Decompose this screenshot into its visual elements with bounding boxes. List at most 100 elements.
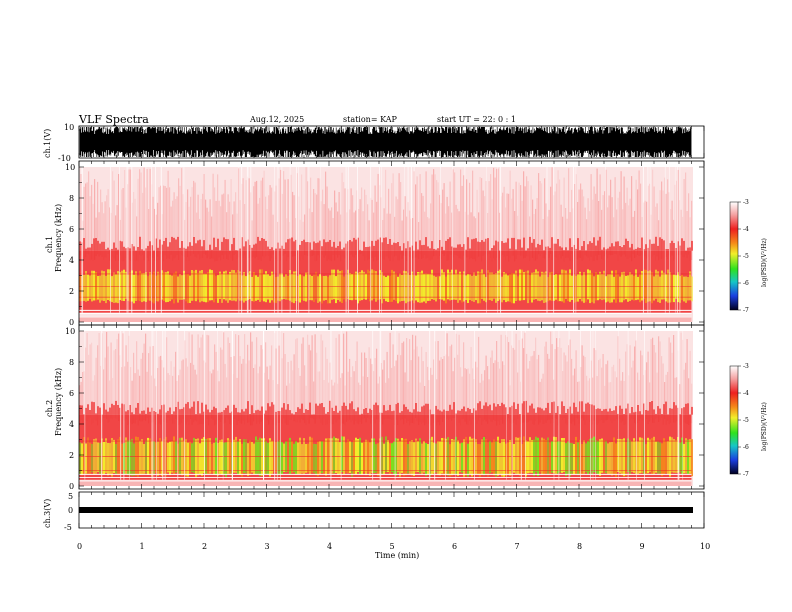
spectrogram-core [509, 274, 511, 302]
spectrogram-streak [283, 333, 285, 419]
spectrogram-streak [257, 373, 259, 422]
spectrogram-core [341, 436, 343, 473]
spectrogram-streak [214, 187, 216, 262]
spectrogram-streak [260, 180, 262, 262]
spectrogram-red-edge [619, 246, 621, 251]
spectrogram-red-edge [365, 408, 367, 415]
spectrogram-streak [422, 361, 424, 423]
spectrogram-streak [161, 214, 163, 258]
spectrogram-red-edge [535, 412, 537, 415]
spectrogram-streak [241, 363, 243, 424]
spectrogram-red-edge [427, 246, 429, 251]
spectrogram-streak [670, 209, 672, 257]
spectrogram-red-edge [339, 241, 341, 251]
spectrogram-streak [479, 177, 481, 257]
spectrogram-streak [443, 183, 445, 256]
spectrogram-streak [139, 375, 141, 421]
spectrogram-red-edge [523, 401, 525, 415]
spectrogram-red-edge [563, 250, 565, 251]
spectrogram-streak [527, 368, 529, 423]
spectrogram-red-edge [193, 401, 195, 415]
spectrogram-streak [305, 385, 307, 426]
x-tick-label: 9 [640, 542, 645, 551]
spectrogram-red-edge [227, 405, 229, 415]
spectrogram-streak [191, 334, 193, 425]
spectrogram-red-edge [435, 405, 437, 415]
spectrogram-core [335, 276, 337, 304]
spectrogram-red-edge [177, 236, 179, 251]
spectrogram-core [437, 440, 439, 476]
spectrogram-red-edge [669, 243, 671, 251]
spectrogram-core [327, 438, 329, 474]
spectrogram-core [407, 444, 409, 474]
spectrogram-core [121, 443, 123, 473]
spectrogram-streak [265, 196, 267, 257]
spectrogram-red-edge [297, 407, 299, 415]
spectrogram-streak [290, 360, 292, 420]
spectrogram-streak [656, 372, 658, 418]
spectrogram-red-edge [305, 409, 307, 415]
spectrogram-red-edge [437, 409, 439, 415]
spectrogram-streak [529, 361, 531, 421]
spectrogram-red-edge [457, 244, 459, 251]
spectrogram-core [207, 272, 209, 303]
spectrogram-red-edge [447, 410, 449, 415]
spectrogram-core [79, 275, 81, 302]
spectrogram-streak [227, 194, 229, 260]
spectrogram-core [557, 274, 559, 302]
spectrogram-red-edge [615, 241, 617, 251]
spectrogram-streak [286, 218, 288, 262]
spectrogram-red-edge [433, 248, 435, 251]
spectrogram-core [113, 272, 115, 303]
spectrogram-streak [220, 347, 222, 423]
spectrogram-core [581, 444, 583, 474]
spectrogram-streak [104, 201, 106, 258]
spectrogram-streak [172, 375, 174, 424]
spectrogram-red-edge [535, 247, 537, 251]
spectrogram-red-edge [151, 245, 153, 251]
spectrogram-streak [136, 341, 138, 420]
spectrogram-streak [128, 335, 130, 425]
spectrogram-red-edge [455, 247, 457, 251]
spectrogram-streak [329, 210, 331, 261]
spectrogram-red-edge [435, 249, 437, 251]
spectrogram-streak [110, 212, 112, 262]
spectrogram-red-edge [601, 410, 603, 415]
spectrogram-streak [325, 347, 327, 426]
spectrogram-streak [416, 346, 418, 422]
spectrogram-core [429, 273, 431, 301]
spectrogram-streak [133, 192, 135, 256]
spectrogram-streak [679, 384, 681, 425]
spectrogram-red-edge [385, 237, 387, 251]
spectrogram-streak [578, 189, 580, 258]
spectrogram-red-edge [539, 407, 541, 415]
spectrogram-red-edge [187, 402, 189, 415]
spectrogram-red-edge [493, 403, 495, 415]
spectrogram-streak [499, 212, 501, 259]
spectrogram-streak [313, 381, 315, 420]
spectrogram-streak [280, 169, 282, 261]
spectrogram-streak [524, 186, 526, 258]
spectrogram-streak [283, 171, 285, 256]
spectrogram-core [155, 275, 157, 302]
spectrogram-streak [439, 360, 441, 426]
ch1-waveform-panel: 10 -10 ch.1(V) [43, 123, 705, 163]
spectrogram-core [583, 440, 585, 474]
spectrogram-red-edge [319, 240, 321, 251]
spectrogram-streak [571, 358, 573, 424]
spectrogram-streak [92, 203, 94, 261]
spectrogram-red-edge [97, 240, 99, 251]
spectrogram-streak [227, 337, 229, 420]
spectrogram-streak [400, 182, 402, 255]
spectrogram-streak [491, 199, 493, 262]
spectrogram-streak [449, 346, 451, 419]
spectrogram-streak [341, 172, 343, 257]
spectrogram-streak [532, 355, 534, 425]
spectrogram-core [437, 276, 439, 300]
spectrogram-red-edge [349, 240, 351, 251]
spectrogram-core [323, 440, 325, 475]
ch1-colorbar-tick-label: -6 [743, 280, 749, 287]
spectrogram-red-edge [657, 245, 659, 251]
spectrogram-streak [350, 188, 352, 255]
spectrogram-core [157, 441, 159, 476]
